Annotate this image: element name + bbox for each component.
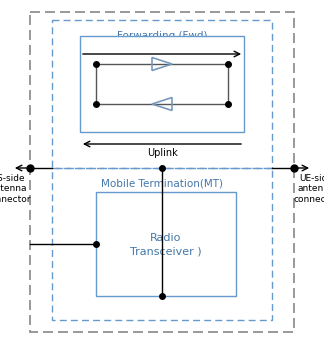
Text: BS-side
antenna
connector: BS-side antenna connector: [0, 174, 31, 204]
Text: Forwarding (Fwd): Forwarding (Fwd): [117, 31, 207, 41]
Text: Uplink: Uplink: [147, 148, 177, 158]
Text: Transceiver ): Transceiver ): [130, 247, 202, 257]
Bar: [80, 36, 244, 132]
Bar: [96, 192, 236, 296]
Text: Downlink: Downlink: [139, 38, 185, 48]
Bar: [30, 12, 294, 332]
Text: Mobile Termination(MT): Mobile Termination(MT): [101, 178, 223, 188]
Text: Radio: Radio: [150, 233, 182, 243]
Bar: [52, 168, 272, 320]
Bar: [52, 20, 272, 168]
Text: UE-side
antenna
connector: UE-side antenna connector: [293, 174, 324, 204]
